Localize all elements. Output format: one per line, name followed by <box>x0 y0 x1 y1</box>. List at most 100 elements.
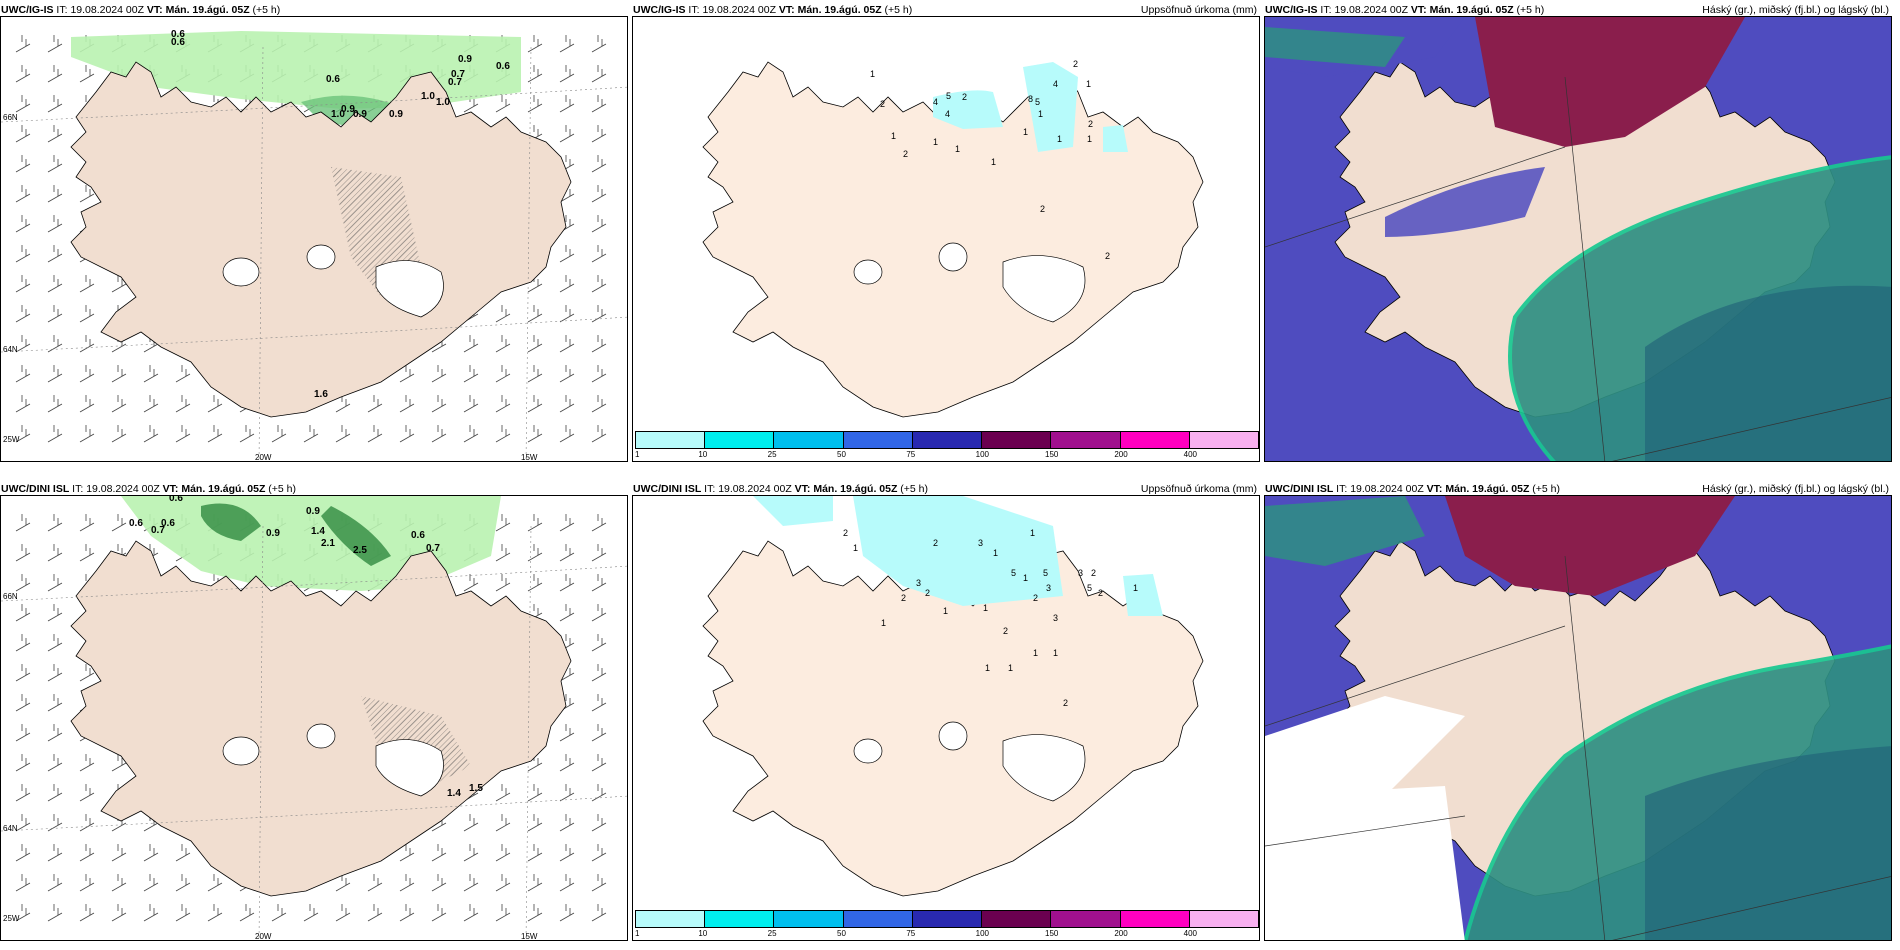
wind-barb <box>143 874 159 892</box>
wind-barb <box>495 544 511 562</box>
wind-barb <box>143 365 159 383</box>
wind-barb <box>175 844 191 862</box>
wind-barb <box>79 365 95 383</box>
wind-value-label: 0.9 <box>306 506 320 517</box>
wind-barb <box>559 574 575 592</box>
panel-dini-cloud: UWC/DINI ISL IT: 19.08.2024 00Z VT: Mán.… <box>1264 479 1894 944</box>
wind-value-label: 0.7 <box>448 77 462 88</box>
graticule <box>1 525 627 940</box>
wind-barb <box>271 425 287 443</box>
wind-barb <box>111 844 127 862</box>
wind-barb <box>399 365 415 383</box>
precip-value-label: 2 <box>1088 119 1093 129</box>
wind-barb <box>175 425 191 443</box>
wind-barb <box>47 784 63 802</box>
colorbar-swatch <box>1120 911 1190 927</box>
wind-barb <box>111 514 127 532</box>
precip-value-label: 1 <box>1086 79 1091 89</box>
wind-barb <box>207 395 223 413</box>
wind-barb <box>495 574 511 592</box>
lon-label-25: 25W <box>3 914 20 923</box>
wind-value-label: 0.9 <box>341 104 355 115</box>
wind-barb <box>47 814 63 832</box>
wind-value-label: 0.9 <box>389 109 403 120</box>
wind-barb <box>15 574 31 592</box>
wind-barb <box>559 95 575 113</box>
precip-value-label: 5 <box>1087 583 1092 593</box>
wind-barb <box>47 65 63 83</box>
wind-barb <box>559 784 575 802</box>
wind-barb <box>15 814 31 832</box>
wind-barb <box>591 664 607 682</box>
wind-barb <box>399 425 415 443</box>
precip-value-label: 1 <box>933 137 938 147</box>
wind-barb <box>495 844 511 862</box>
colorbar-tick: 10 <box>698 929 708 938</box>
wind-value-label: 1.5 <box>469 783 483 794</box>
iceland-land <box>702 61 1204 418</box>
wind-barb <box>79 185 95 203</box>
precip-value-label: 8 <box>1028 94 1033 104</box>
wind-barb <box>47 694 63 712</box>
wind-barb <box>79 664 95 682</box>
wind-barb <box>431 365 447 383</box>
wind-barb <box>527 395 543 413</box>
wind-barb <box>431 395 447 413</box>
wind-barb <box>47 574 63 592</box>
wind-value-label: 0.7 <box>451 69 465 80</box>
wind-barb <box>559 275 575 293</box>
iceland-land <box>70 61 572 418</box>
wind-barb <box>207 425 223 443</box>
wind-barb <box>495 365 511 383</box>
wind-barb <box>47 155 63 173</box>
colorbar-swatch <box>774 911 844 927</box>
wind-barb <box>47 634 63 652</box>
lat-label-66: 66N <box>3 592 18 601</box>
wind-barb <box>303 425 319 443</box>
precip-value-label: 1 <box>1133 583 1138 593</box>
wind-barb <box>591 335 607 353</box>
wind-barb <box>559 604 575 622</box>
wind-barb <box>591 874 607 892</box>
colorbar-tick: 150 <box>1045 929 1059 938</box>
lon-label-15: 15W <box>521 932 538 941</box>
precip-value-label: 2 <box>1063 698 1068 708</box>
colorbar-tick: 1 <box>635 929 640 938</box>
wind-barb <box>47 335 63 353</box>
precip-value-label: 4 <box>1053 79 1058 89</box>
precip-value-label: 1 <box>985 663 990 673</box>
precip-value-label: 4 <box>945 109 950 119</box>
wind-barb <box>559 305 575 323</box>
colorbar-swatch <box>636 911 706 927</box>
precip-value-label: 2 <box>843 528 848 538</box>
wind-barb <box>527 574 543 592</box>
wind-barb <box>527 65 543 83</box>
wind-barb <box>111 365 127 383</box>
wind-barb <box>591 604 607 622</box>
panel-ig-cloud: UWC/IG-IS IT: 19.08.2024 00Z VT: Mán. 19… <box>1264 0 1894 465</box>
precip-value-label: 1 <box>991 157 996 167</box>
wind-barb <box>79 814 95 832</box>
wind-barb <box>79 514 95 532</box>
wind-barb <box>79 784 95 802</box>
wind-barb <box>15 275 31 293</box>
lon-label-25: 25W <box>3 435 20 444</box>
wind-barb <box>79 395 95 413</box>
colorbar-tick: 50 <box>837 450 846 459</box>
wind-value-label: 1.4 <box>447 788 461 799</box>
panel-ig-precip: UWC/IG-IS IT: 19.08.2024 00Z VT: Mán. 19… <box>632 0 1262 465</box>
wind-barb <box>463 874 479 892</box>
wind-barb <box>399 874 415 892</box>
wind-map: 0.6 0.6 0.7 0.6 0.9 0.9 1.4 2.1 2.5 0.6 0.7 1.4 1.5 … <box>0 495 628 941</box>
precip-value-label: 2 <box>1098 588 1103 598</box>
wind-barb <box>15 604 31 622</box>
colorbar-tick: 25 <box>767 450 777 459</box>
wind-barb <box>15 634 31 652</box>
wind-barb <box>591 784 607 802</box>
wind-barb <box>431 844 447 862</box>
wind-barb <box>527 814 543 832</box>
precip-value-label: 4 <box>933 97 938 107</box>
